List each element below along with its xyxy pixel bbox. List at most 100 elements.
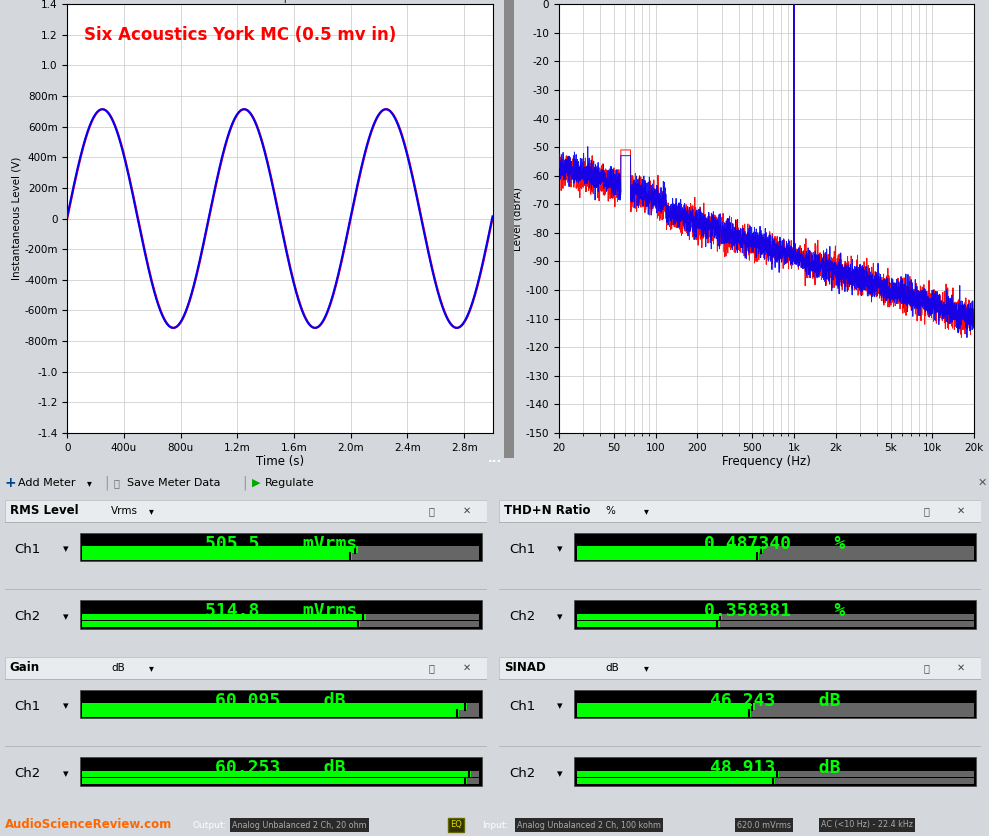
Text: ▾: ▾ [62, 769, 68, 779]
Text: ✕: ✕ [463, 506, 471, 516]
Bar [82, 711, 460, 716]
Bar [82, 771, 472, 777]
Bar [577, 553, 760, 560]
Bar [577, 621, 720, 627]
Bar [358, 547, 480, 553]
Text: AudioScienceReview.com: AudioScienceReview.com [5, 818, 172, 832]
Text: ▾: ▾ [62, 544, 68, 554]
Bar [755, 703, 974, 710]
Bar [760, 553, 974, 560]
Text: 0.358381    %: 0.358381 % [704, 602, 846, 620]
Bar [460, 711, 480, 716]
Bar [82, 703, 467, 710]
Text: Ch1: Ch1 [509, 700, 535, 713]
Text: ▾: ▾ [87, 478, 92, 488]
Text: EQ: EQ [450, 820, 462, 829]
Bar [574, 690, 976, 718]
Text: ▾: ▾ [149, 663, 154, 673]
Text: ▾: ▾ [644, 506, 649, 516]
Text: ⧉: ⧉ [924, 663, 930, 673]
Text: Input:: Input: [482, 820, 508, 829]
Text: Vrms: Vrms [111, 506, 137, 516]
Text: Regulate: Regulate [265, 478, 315, 488]
Text: Add Meter: Add Meter [18, 478, 75, 488]
Text: %: % [605, 506, 615, 516]
Text: |: | [242, 476, 247, 490]
Text: ▾: ▾ [557, 612, 563, 622]
Text: ✕: ✕ [957, 663, 965, 673]
Text: 620.0 mVrms: 620.0 mVrms [737, 820, 791, 829]
Text: 505.5    mVrms: 505.5 mVrms [205, 534, 357, 553]
Text: ▾: ▾ [149, 506, 154, 516]
Bar [79, 690, 482, 718]
Text: ✕: ✕ [463, 663, 471, 673]
Text: ▾: ▾ [62, 612, 68, 622]
Text: Ch2: Ch2 [509, 767, 535, 781]
Text: ▾: ▾ [557, 769, 563, 779]
Text: |: | [104, 476, 109, 490]
Bar [763, 547, 974, 553]
Text: 0.487340    %: 0.487340 % [704, 534, 846, 553]
Text: Analog Unbalanced 2 Ch, 100 kohm: Analog Unbalanced 2 Ch, 100 kohm [517, 820, 662, 829]
Text: THD+N Ratio: THD+N Ratio [504, 504, 590, 517]
X-axis label: Frequency (Hz): Frequency (Hz) [722, 456, 811, 468]
Text: ⬛: ⬛ [114, 478, 120, 488]
Bar [574, 533, 976, 561]
Text: RMS Level: RMS Level [10, 504, 78, 517]
Bar [577, 614, 722, 620]
Text: 60.095    dB: 60.095 dB [216, 691, 346, 710]
Bar [574, 757, 976, 786]
Title: Scope: Scope [261, 0, 299, 3]
Text: 48.913    dB: 48.913 dB [710, 759, 841, 777]
Bar [472, 771, 480, 777]
Bar [82, 553, 352, 560]
Bar [79, 757, 482, 786]
Text: AC (<10 Hz) - 22.4 kHz: AC (<10 Hz) - 22.4 kHz [821, 820, 913, 829]
Bar [775, 778, 974, 784]
Bar [352, 553, 480, 560]
Bar [752, 711, 974, 716]
Text: SINAD: SINAD [504, 661, 546, 675]
Text: ▾: ▾ [62, 701, 68, 711]
Bar [720, 621, 974, 627]
Bar [779, 771, 974, 777]
Bar [722, 614, 974, 620]
Text: ▾: ▾ [644, 663, 649, 673]
Bar [577, 711, 752, 716]
Bar [577, 778, 775, 784]
Text: Ch1: Ch1 [509, 543, 535, 556]
Bar [82, 778, 468, 784]
Text: Gain: Gain [10, 661, 40, 675]
Text: ▶: ▶ [252, 478, 261, 488]
Text: Ch1: Ch1 [15, 543, 41, 556]
Bar [79, 533, 482, 561]
Text: 514.8    mVrms: 514.8 mVrms [205, 602, 357, 620]
Bar [79, 600, 482, 629]
Text: Output:: Output: [193, 820, 227, 829]
Y-axis label: Level (dBrA): Level (dBrA) [512, 186, 523, 251]
Bar [574, 600, 976, 629]
Text: Save Meter Data: Save Meter Data [127, 478, 221, 488]
Bar [5, 500, 487, 522]
Title: FFT: FFT [756, 0, 777, 3]
X-axis label: Time (s): Time (s) [256, 456, 304, 468]
Text: +: + [5, 476, 17, 490]
Text: 60.253    dB: 60.253 dB [216, 759, 346, 777]
Bar [577, 547, 763, 553]
Text: ✕: ✕ [978, 478, 987, 488]
Bar [499, 657, 981, 679]
Text: Six Acoustics York MC (0.5 mv in): Six Acoustics York MC (0.5 mv in) [84, 26, 397, 43]
Y-axis label: Instantaneous Level (V): Instantaneous Level (V) [11, 157, 21, 280]
Text: Ch2: Ch2 [509, 610, 535, 624]
Text: ···: ··· [488, 456, 501, 468]
Bar [467, 703, 480, 710]
Bar [82, 547, 358, 553]
Text: ▾: ▾ [557, 544, 563, 554]
Text: dB: dB [111, 663, 125, 673]
Bar [577, 771, 779, 777]
Bar [5, 657, 487, 679]
Bar [82, 614, 366, 620]
Bar [468, 778, 480, 784]
Text: ✕: ✕ [957, 506, 965, 516]
Text: Analog Unbalanced 2 Ch, 20 ohm: Analog Unbalanced 2 Ch, 20 ohm [232, 820, 367, 829]
